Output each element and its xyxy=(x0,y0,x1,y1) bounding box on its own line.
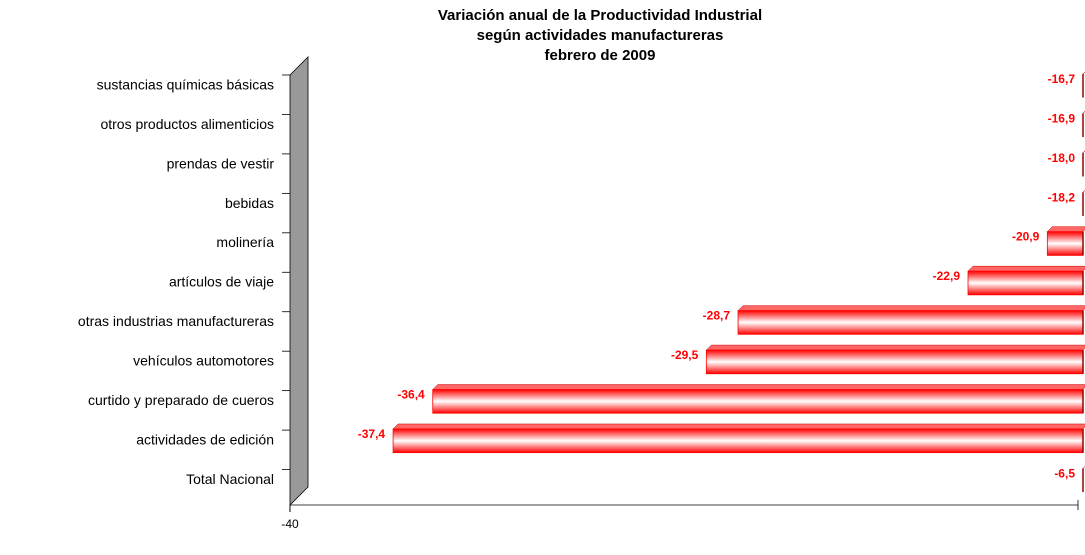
bar xyxy=(1046,231,1084,256)
y-tick-label: prendas de vestir xyxy=(167,155,275,171)
bar xyxy=(392,428,1084,454)
y-tick-label: Total Nacional xyxy=(186,471,274,487)
y-tick-label: otros productos alimenticios xyxy=(100,116,274,132)
y-tick-label: vehículos automotores xyxy=(133,353,274,369)
y-tick-label: curtido y preparado de cueros xyxy=(88,392,274,408)
chart-title: según actividades manufactureras xyxy=(477,27,724,44)
bar xyxy=(737,310,1084,335)
bar-top xyxy=(967,265,1085,272)
bar xyxy=(967,270,1084,296)
y-tick-label: actividades de edición xyxy=(136,432,274,448)
bar-top xyxy=(737,305,1085,311)
value-label: -29,5 xyxy=(671,348,699,362)
bar xyxy=(432,389,1084,414)
value-label: -16,9 xyxy=(1048,111,1076,125)
y-tick-label: bebidas xyxy=(225,195,274,211)
y-tick-label: artículos de viaje xyxy=(169,274,274,290)
value-label: -20,9 xyxy=(1012,230,1040,244)
bar-top xyxy=(1046,226,1085,232)
value-label: -6,5 xyxy=(1054,466,1075,480)
value-label: -16,7 xyxy=(1048,72,1076,86)
bar-top xyxy=(432,384,1085,390)
y-tick-label: otras industrias manufactureras xyxy=(78,313,274,329)
y-tick-label: molinería xyxy=(216,234,274,250)
x-tick-label: -40 xyxy=(281,517,299,531)
bar-top xyxy=(705,344,1085,351)
value-label: -36,4 xyxy=(397,388,425,402)
chart-title: febrero de 2009 xyxy=(545,47,656,64)
chart-title: Variación anual de la Productividad Indu… xyxy=(438,7,762,24)
value-label: -18,0 xyxy=(1048,151,1076,165)
bars xyxy=(392,71,1085,469)
bar xyxy=(705,349,1084,375)
value-label: -28,7 xyxy=(703,309,731,323)
bar-top xyxy=(392,423,1085,430)
value-label: -18,2 xyxy=(1048,190,1076,204)
value-label: -22,9 xyxy=(933,269,961,283)
axis-wall xyxy=(289,56,309,506)
y-tick-label: sustancias químicas básicas xyxy=(97,76,274,92)
value-label: -37,4 xyxy=(358,427,386,441)
